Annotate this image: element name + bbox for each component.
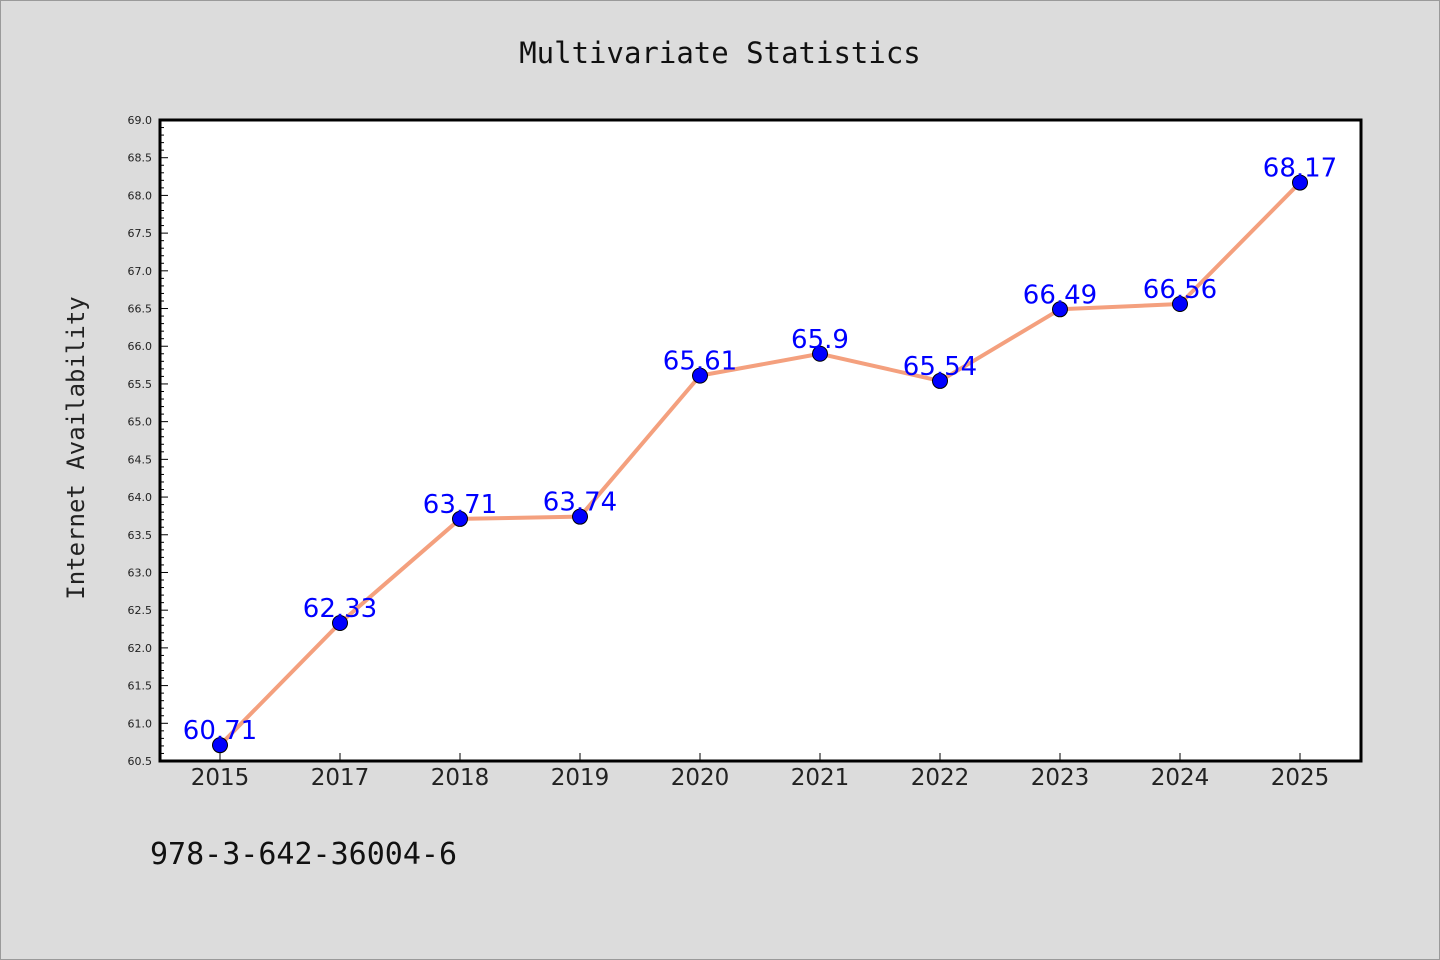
- x-axis-ticks: 2015 2017 2018 2019 2020 2021 2022 2023 2024 2025: [191, 753, 1330, 791]
- data-point: [1172, 296, 1188, 313]
- data-label: 66.49: [1023, 280, 1097, 310]
- y-tick-label: 61.0: [128, 717, 153, 730]
- chart-title: Multivariate Statistics: [519, 36, 921, 70]
- y-tick-label: 62.0: [128, 642, 153, 655]
- y-tick-label: 64.5: [128, 453, 153, 466]
- x-tick-label: 2022: [911, 765, 970, 791]
- y-tick-label: 68.0: [128, 189, 153, 202]
- x-tick-label: 2024: [1151, 765, 1210, 791]
- data-label: 63.71: [423, 490, 497, 520]
- x-tick-label: 2015: [191, 765, 250, 791]
- x-tick-label: 2020: [671, 765, 730, 791]
- data-label: 66.56: [1143, 275, 1217, 305]
- data-point: [332, 614, 348, 631]
- y-axis-label: Internet Availability: [62, 296, 90, 599]
- y-tick-label: 69.0: [128, 114, 153, 127]
- data-point: [452, 510, 468, 527]
- data-point: [812, 345, 828, 362]
- data-label: 65.61: [663, 347, 737, 377]
- plot-border: [158, 118, 1363, 763]
- y-tick-label: 65.5: [128, 378, 153, 391]
- y-tick-label: 67.0: [128, 265, 153, 278]
- x-tick-label: 2017: [311, 765, 370, 791]
- data-point: [932, 372, 948, 389]
- y-tick-label: 64.0: [128, 491, 153, 504]
- y-tick-label: 63.5: [128, 529, 153, 542]
- x-tick-label: 2023: [1031, 765, 1090, 791]
- data-label: 63.74: [543, 488, 617, 518]
- data-label: 65.54: [903, 352, 977, 382]
- y-tick-label: 68.5: [128, 152, 153, 165]
- x-tick-label: 2018: [431, 765, 490, 791]
- data-point: [692, 367, 708, 384]
- series-line: [218, 180, 1302, 748]
- x-tick-label: 2019: [551, 765, 610, 791]
- y-axis-ticks: 60.5 61.0 61.5 62.0 62.5 63.0 63.5 64.0 64.5 65.0…: [128, 114, 168, 768]
- isbn-footer-text: 978-3-642-36004-6: [150, 837, 457, 872]
- data-label: 60.71: [183, 716, 257, 746]
- y-tick-label: 61.5: [128, 680, 153, 693]
- data-labels: 60.71 62.33 63.71 63.74 65.61 65.9 65.54 66.49 6…: [183, 154, 1337, 747]
- data-label: 62.33: [303, 594, 377, 624]
- x-tick-label: 2025: [1271, 765, 1330, 791]
- data-label: 68.17: [1263, 154, 1337, 184]
- y-tick-label: 63.0: [128, 566, 153, 579]
- x-tick-label: 2021: [791, 765, 850, 791]
- data-point: [572, 508, 588, 525]
- y-tick-label: 66.5: [128, 303, 153, 316]
- y-tick-label: 60.5: [128, 755, 153, 768]
- series-layer: [212, 174, 1308, 754]
- data-point: [1292, 174, 1308, 191]
- y-tick-label: 62.5: [128, 604, 153, 617]
- data-point: [1052, 301, 1068, 318]
- y-tick-label: 66.0: [128, 340, 153, 353]
- data-point: [212, 737, 228, 754]
- y-tick-label: 65.0: [128, 416, 153, 429]
- plot-area: [160, 120, 1361, 761]
- y-tick-label: 67.5: [128, 227, 153, 240]
- data-label: 65.9: [791, 325, 849, 355]
